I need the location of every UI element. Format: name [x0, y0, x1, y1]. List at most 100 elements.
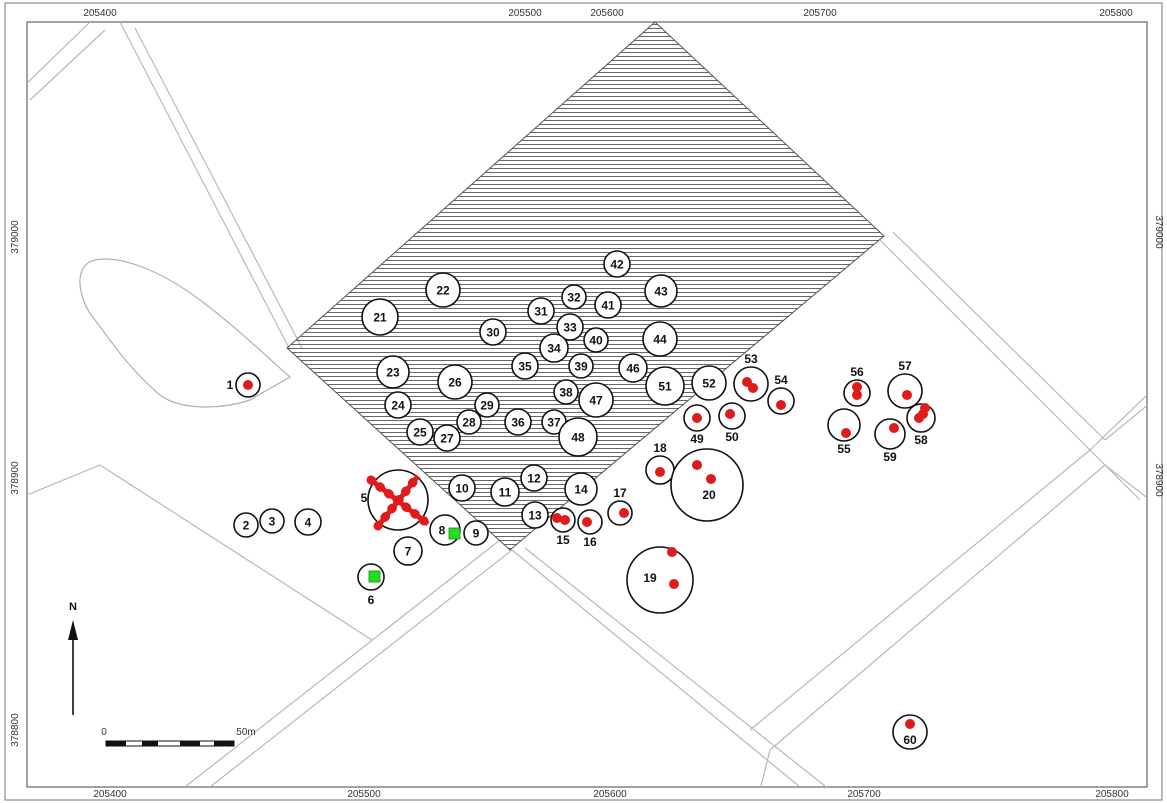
feature-label: 58: [914, 433, 928, 447]
feature-56: 56: [843, 365, 871, 407]
feature-label: 48: [571, 431, 585, 445]
feature-circle: [626, 546, 694, 614]
find-dot-icon: [692, 460, 702, 470]
x-tick-bottom: 205600: [593, 789, 627, 800]
feature-label: 38: [559, 386, 573, 400]
feature-label: 50: [725, 430, 739, 444]
feature-8: 8: [429, 514, 461, 546]
feature-label: 14: [574, 483, 588, 497]
feature-label: 37: [547, 416, 561, 430]
feature-circle: [406, 418, 434, 446]
feature-circle: [568, 353, 594, 379]
feature-circle: [644, 274, 678, 308]
feature-label: 44: [653, 333, 667, 347]
feature-circle: [691, 365, 727, 401]
feature-15: 15: [550, 507, 576, 547]
find-dot-icon: [619, 508, 629, 518]
feature-6: 6: [357, 563, 385, 607]
feature-label: 16: [583, 535, 597, 549]
x-tick-top: 205600: [590, 8, 624, 19]
feature-circle: [384, 391, 412, 419]
feature-label: 47: [589, 394, 603, 408]
feature-circle: [233, 512, 259, 538]
irregular-boundary: [79, 258, 292, 408]
feature-label: 4: [305, 516, 312, 530]
feature-50: 50: [718, 402, 746, 444]
scale-bar: 0 50m: [101, 727, 256, 747]
feature-14: 14: [564, 472, 598, 506]
feature-label: 2: [243, 519, 250, 533]
find-dot-icon: [706, 474, 716, 484]
cancelled-cross-line-icon: [369, 474, 430, 528]
find-dot-icon: [669, 579, 679, 589]
feature-circle: [527, 297, 555, 325]
feature-label: 1: [227, 378, 234, 392]
x-tick-bottom: 205400: [93, 789, 127, 800]
x-tick-top: 205500: [508, 8, 542, 19]
feature-label: 29: [480, 399, 494, 413]
feature-label: 43: [654, 285, 668, 299]
feature-39: 39: [568, 353, 594, 379]
feature-circle: [670, 448, 744, 522]
feature-label: 39: [574, 360, 588, 374]
feature-circle: [539, 333, 569, 363]
feature-label: 21: [373, 311, 387, 325]
feature-circle: [511, 352, 539, 380]
feature-60: 60: [892, 714, 928, 750]
feature-48: 48: [558, 417, 598, 457]
feature-circle: [520, 464, 548, 492]
find-dot-icon: [748, 383, 758, 393]
feature-23: 23: [376, 355, 410, 389]
feature-circle: [393, 536, 423, 566]
feature-10: 10: [448, 474, 476, 502]
feature-label: 57: [898, 359, 912, 373]
feature-label: 8: [439, 524, 446, 538]
feature-label: 53: [744, 352, 758, 366]
feature-label: 28: [462, 416, 476, 430]
feature-25: 25: [406, 418, 434, 446]
feature-54: 54: [767, 373, 795, 415]
feature-circle: [448, 474, 476, 502]
x-axis-ticks-top: 205400 205500 205600 205700 205800: [83, 8, 1133, 19]
y-axis-ticks-left: 379000 378900 378800: [10, 220, 21, 747]
feature-9: 9: [463, 520, 489, 546]
feature-label: 54: [774, 373, 788, 387]
feature-24: 24: [384, 391, 412, 419]
feature-42: 42: [603, 250, 631, 278]
feature-label: 5: [361, 491, 368, 505]
feature-label: 31: [534, 305, 548, 319]
feature-43: 43: [644, 274, 678, 308]
x-axis-ticks-bottom: 205400 205500 205600 205700 205800: [93, 789, 1129, 800]
find-dot-icon: [692, 413, 702, 423]
road-network: [27, 22, 1147, 787]
feature-34: 34: [539, 333, 569, 363]
feature-label: 27: [440, 432, 454, 446]
feature-circle: [463, 520, 489, 546]
feature-label: 59: [883, 450, 897, 464]
find-dot-icon: [725, 409, 735, 419]
feature-circle: [425, 272, 461, 308]
feature-37: 37: [541, 409, 567, 435]
feature-35: 35: [511, 352, 539, 380]
x-tick-top: 205400: [83, 8, 117, 19]
feature-label: 55: [837, 442, 851, 456]
feature-4: 4: [294, 508, 322, 536]
feature-label: 52: [702, 377, 716, 391]
feature-circle: [578, 382, 614, 418]
feature-36: 36: [504, 408, 532, 436]
green-marker-icon: [448, 527, 461, 540]
y-tick-right: 379000: [1153, 215, 1164, 249]
feature-label: 42: [610, 258, 624, 272]
feature-label: 36: [511, 416, 525, 430]
feature-58: 58: [906, 403, 936, 447]
feature-label: 20: [702, 488, 716, 502]
feature-circle: [361, 298, 399, 336]
feature-circle: [558, 417, 598, 457]
feature-20: 20: [670, 448, 744, 522]
feature-circle: [553, 379, 579, 405]
feature-label: 32: [567, 291, 581, 305]
find-dot-icon: [902, 390, 912, 400]
feature-circle: [479, 318, 507, 346]
feature-label: 60: [903, 733, 917, 747]
